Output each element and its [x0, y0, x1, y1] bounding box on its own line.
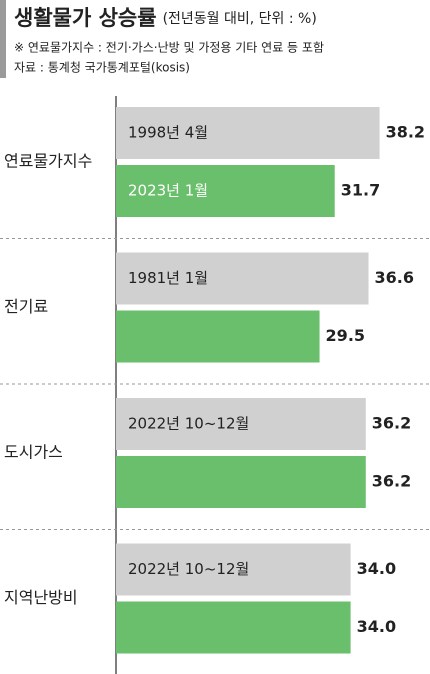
period-label: 2022년 10~12월 — [128, 415, 249, 433]
title-main: 생활물가 상승률 — [14, 6, 157, 30]
bar — [116, 165, 335, 217]
period-label: 1981년 1월 — [128, 269, 208, 287]
title-unit: (전년동월 대비, 단위 : %) — [163, 11, 317, 27]
category-label: 연료물가지수 — [4, 152, 92, 171]
bar — [116, 456, 366, 508]
value-label: 34.0 — [357, 617, 396, 636]
period-label: 2022년 10~12월 — [128, 560, 249, 578]
bar — [116, 543, 351, 596]
chart-title: 생활물가 상승률 (전년동월 대비, 단위 : %) — [14, 6, 317, 30]
category-label: 전기료 — [4, 297, 48, 316]
title-accent — [0, 0, 6, 78]
bar — [116, 252, 369, 305]
value-label: 29.5 — [326, 326, 365, 345]
bar — [116, 107, 380, 159]
value-label: 38.2 — [386, 123, 425, 142]
bar — [116, 398, 366, 450]
value-label: 36.6 — [375, 268, 414, 287]
bar — [116, 601, 351, 654]
category-label: 도시가스 — [4, 443, 63, 462]
value-label: 31.7 — [341, 181, 380, 200]
category-label: 지역난방비 — [4, 588, 78, 607]
note: 자료 : 통계청 국가통계포털(kosis) — [14, 61, 190, 75]
period-label: 1998년 4월 — [128, 124, 208, 142]
note: ※ 연료물가지수 : 전기·가스·난방 및 가정용 기타 연료 등 포함 — [14, 41, 324, 55]
value-label: 36.2 — [372, 414, 411, 433]
bar — [116, 310, 320, 363]
value-label: 34.0 — [357, 559, 396, 578]
value-label: 36.2 — [372, 472, 411, 491]
period-label: 2023년 1월 — [128, 182, 208, 200]
